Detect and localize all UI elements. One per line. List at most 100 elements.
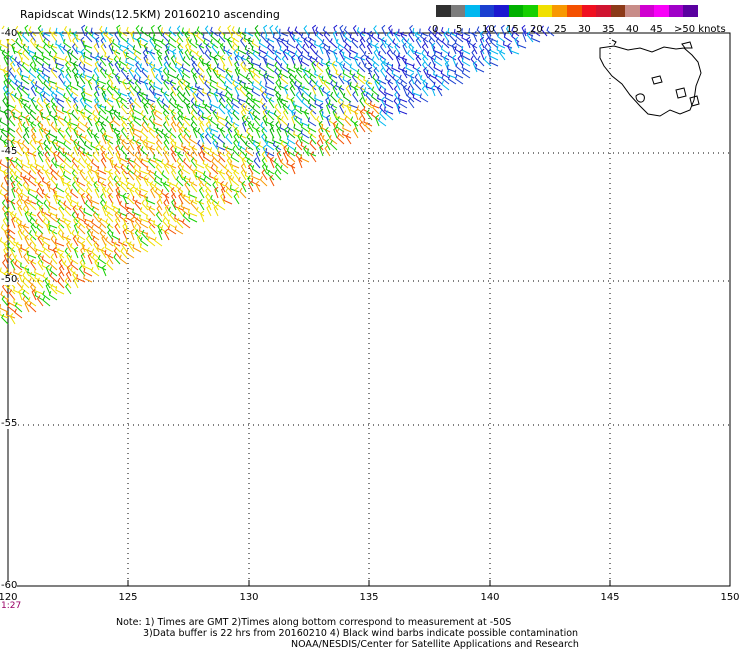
- wind-barb: [93, 133, 100, 145]
- wind-barb: [275, 121, 282, 133]
- wind-barb: [181, 63, 191, 73]
- wind-barb: [258, 63, 268, 73]
- wind-barb: [29, 271, 37, 283]
- wind-barb: [120, 163, 128, 175]
- wind-barb: [29, 61, 37, 73]
- wind-barb: [279, 34, 289, 43]
- wind-barb: [132, 124, 142, 133]
- wind-barb: [154, 93, 163, 103]
- wind-barb: [86, 228, 93, 241]
- wind-barb: [359, 121, 366, 133]
- wind-barb: [339, 24, 345, 37]
- wind-barb: [225, 85, 233, 97]
- wind-barb: [146, 122, 156, 133]
- wind-barb: [342, 124, 352, 133]
- wind-barb: [181, 112, 191, 121]
- wind-barb: [342, 100, 352, 109]
- wind-barb: [322, 43, 331, 55]
- wind-barb: [83, 51, 93, 61]
- wind-barb: [252, 74, 261, 85]
- wind-barb: [93, 67, 100, 79]
- wind-barb: [42, 74, 51, 85]
- wind-barb: [120, 127, 128, 139]
- wind-barb: [148, 31, 156, 43]
- wind-barb: [65, 66, 72, 79]
- wind-barb: [402, 42, 408, 55]
- wind-barb: [65, 235, 72, 247]
- wind-barb: [114, 223, 121, 235]
- wind-barb: [204, 49, 212, 61]
- wind-barb: [3, 174, 9, 187]
- wind-barb: [146, 214, 156, 223]
- wind-barb: [34, 64, 44, 73]
- lat-label-40: -40: [1, 28, 18, 39]
- wind-barb: [309, 109, 317, 121]
- wind-barb: [238, 176, 247, 187]
- wind-barb: [85, 223, 93, 235]
- wind-barb: [251, 123, 261, 133]
- wind-barb: [203, 38, 212, 49]
- wind-barb: [266, 152, 275, 163]
- wind-barb: [280, 98, 289, 109]
- wind-barb: [269, 120, 275, 133]
- wind-barb: [108, 168, 114, 181]
- wind-barb: [287, 152, 296, 163]
- wind-barb: [49, 164, 58, 175]
- wind-barb: [394, 91, 401, 103]
- wind-barb: [49, 212, 58, 223]
- wind-barb: [251, 165, 261, 175]
- wind-barb: [118, 238, 128, 247]
- wind-barb: [0, 224, 9, 235]
- wind-barb: [8, 163, 16, 175]
- wind-barb: [50, 235, 58, 247]
- wind-speed-legend: 0 5 10 15 20 25 30 35 40 45 >50 knots: [432, 5, 726, 35]
- wind-barb: [316, 139, 324, 151]
- wind-barb: [107, 175, 114, 187]
- wind-barb: [80, 252, 86, 265]
- wind-barb: [16, 138, 23, 151]
- wind-barb: [121, 78, 128, 91]
- wind-barb: [268, 97, 275, 109]
- wind-barb: [3, 192, 9, 205]
- wind-barb: [251, 45, 261, 55]
- wind-barb: [115, 144, 121, 157]
- wind-barb: [127, 145, 135, 157]
- legend-swatch: [596, 5, 612, 17]
- wind-barb: [430, 54, 436, 67]
- wind-barb: [261, 91, 268, 103]
- wind-barb: [91, 74, 100, 85]
- wind-barb: [428, 37, 436, 49]
- legend-swatch: [639, 5, 655, 17]
- wind-barb: [531, 34, 541, 43]
- wind-barb: [392, 49, 401, 61]
- wind-barb: [133, 170, 142, 181]
- wind-barb: [106, 55, 114, 67]
- wind-barb: [71, 211, 79, 223]
- wind-barb: [246, 55, 254, 67]
- wind-barb: [209, 63, 219, 73]
- wind-barb: [212, 67, 219, 79]
- wind-barb: [237, 27, 247, 37]
- wind-barb: [470, 55, 478, 67]
- wind-barb: [217, 134, 226, 145]
- wind-barb: [37, 259, 44, 271]
- wind-barb: [143, 102, 149, 115]
- wind-barb: [65, 127, 72, 139]
- wind-barb: [177, 79, 184, 91]
- wind-barb: [251, 81, 261, 91]
- wind-barb: [209, 124, 219, 133]
- wind-barb: [72, 205, 79, 217]
- wind-barb: [27, 268, 37, 277]
- wind-barb: [206, 90, 212, 103]
- wind-barb: [260, 31, 268, 43]
- wind-barb: [143, 78, 149, 91]
- wind-barb: [126, 38, 135, 49]
- wind-barb: [244, 105, 254, 115]
- wind-barb: [111, 123, 121, 133]
- wind-barb: [298, 156, 303, 169]
- wind-barb: [190, 199, 198, 211]
- wind-barb: [34, 40, 44, 49]
- wind-barb: [415, 37, 422, 49]
- wind-barb: [388, 24, 394, 37]
- wind-barb: [163, 162, 170, 175]
